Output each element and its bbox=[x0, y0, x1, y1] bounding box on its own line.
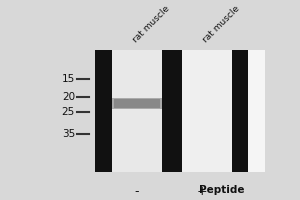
Text: 35: 35 bbox=[62, 129, 75, 139]
Bar bbox=[114, 99, 160, 108]
Bar bbox=[112, 50, 162, 172]
Text: Peptide: Peptide bbox=[199, 185, 245, 195]
Text: 20: 20 bbox=[62, 92, 75, 102]
Bar bbox=[182, 50, 232, 172]
Bar bbox=[162, 50, 182, 172]
Bar bbox=[95, 50, 112, 172]
Text: 15: 15 bbox=[62, 74, 75, 84]
Bar bbox=[95, 50, 265, 172]
Text: -: - bbox=[135, 185, 139, 198]
Bar bbox=[232, 50, 248, 172]
Text: rat muscle: rat muscle bbox=[201, 4, 241, 44]
Text: rat muscle: rat muscle bbox=[130, 4, 171, 44]
Text: 25: 25 bbox=[62, 107, 75, 117]
Bar bbox=[112, 98, 162, 109]
Text: +: + bbox=[197, 185, 207, 198]
